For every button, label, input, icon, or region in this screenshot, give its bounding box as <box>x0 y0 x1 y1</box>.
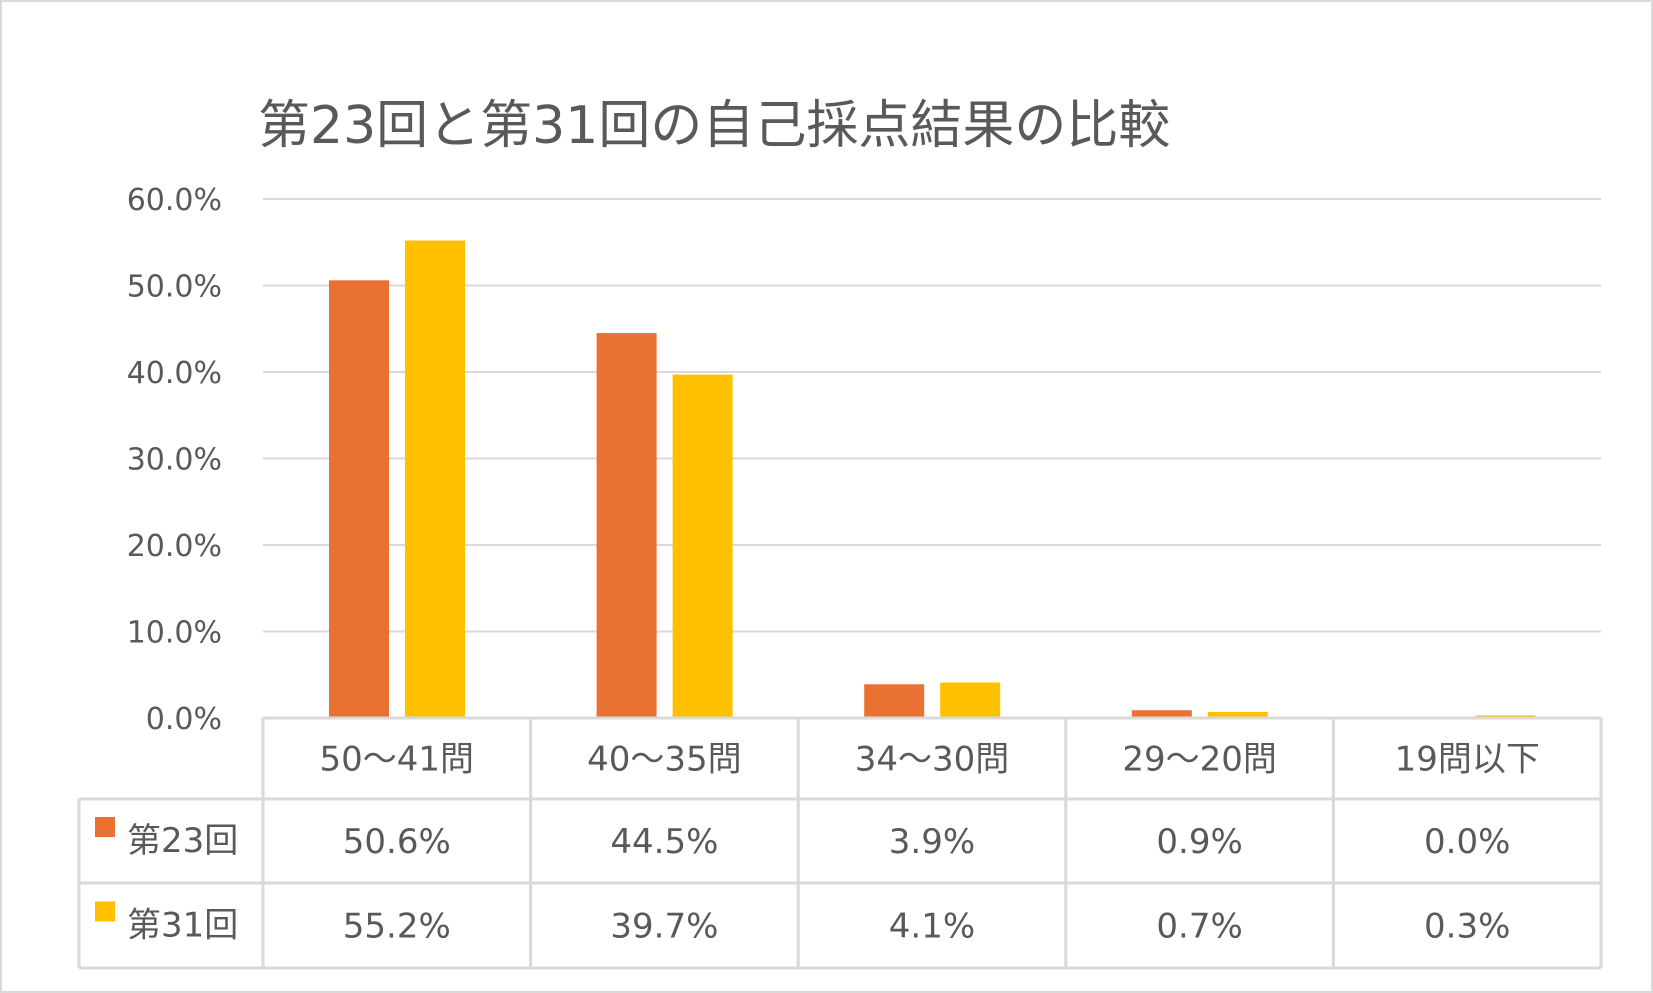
bar-series2 <box>1207 711 1268 718</box>
legend-label: 第31回 <box>127 906 238 946</box>
y-tick-label: 50.0% <box>127 270 222 305</box>
bar-series1 <box>1131 710 1192 718</box>
bar-series2 <box>672 374 733 718</box>
bar-series1 <box>864 684 925 718</box>
bar-series1 <box>596 333 657 718</box>
y-tick-label: 30.0% <box>127 443 222 478</box>
x-category-label: 34〜30問 <box>855 740 1010 780</box>
bar-series2 <box>405 240 465 718</box>
legend-label: 第23回 <box>127 821 238 861</box>
data-table-value: 3.9% <box>889 822 975 862</box>
bar-series2 <box>940 682 1001 718</box>
data-table-value: 4.1% <box>889 907 975 947</box>
data-table-value: 0.7% <box>1156 907 1242 947</box>
y-tick-label: 60.0% <box>127 183 222 218</box>
data-table-value: 50.6% <box>343 822 451 862</box>
legend-key <box>95 817 115 837</box>
y-tick-label: 0.0% <box>146 702 222 737</box>
x-category-label: 40〜35問 <box>587 740 742 780</box>
x-category-label: 19問以下 <box>1395 740 1540 780</box>
data-table-value: 0.0% <box>1424 822 1510 862</box>
data-table-value: 44.5% <box>610 822 718 862</box>
data-table-value: 0.3% <box>1424 907 1510 947</box>
y-tick-label: 40.0% <box>127 356 222 391</box>
data-table-value: 0.9% <box>1156 822 1242 862</box>
x-category-label: 50〜41問 <box>320 740 475 780</box>
y-tick-label: 20.0% <box>127 529 222 564</box>
bar-series1 <box>329 280 389 718</box>
legend-key <box>95 901 115 922</box>
data-table-value: 55.2% <box>343 907 451 947</box>
y-tick-label: 10.0% <box>127 616 222 651</box>
data-table-value: 39.7% <box>610 907 718 947</box>
x-category-label: 29〜20問 <box>1122 740 1277 780</box>
chart-title: 第23回と第31回の自己採点結果の比較 <box>258 96 1170 156</box>
